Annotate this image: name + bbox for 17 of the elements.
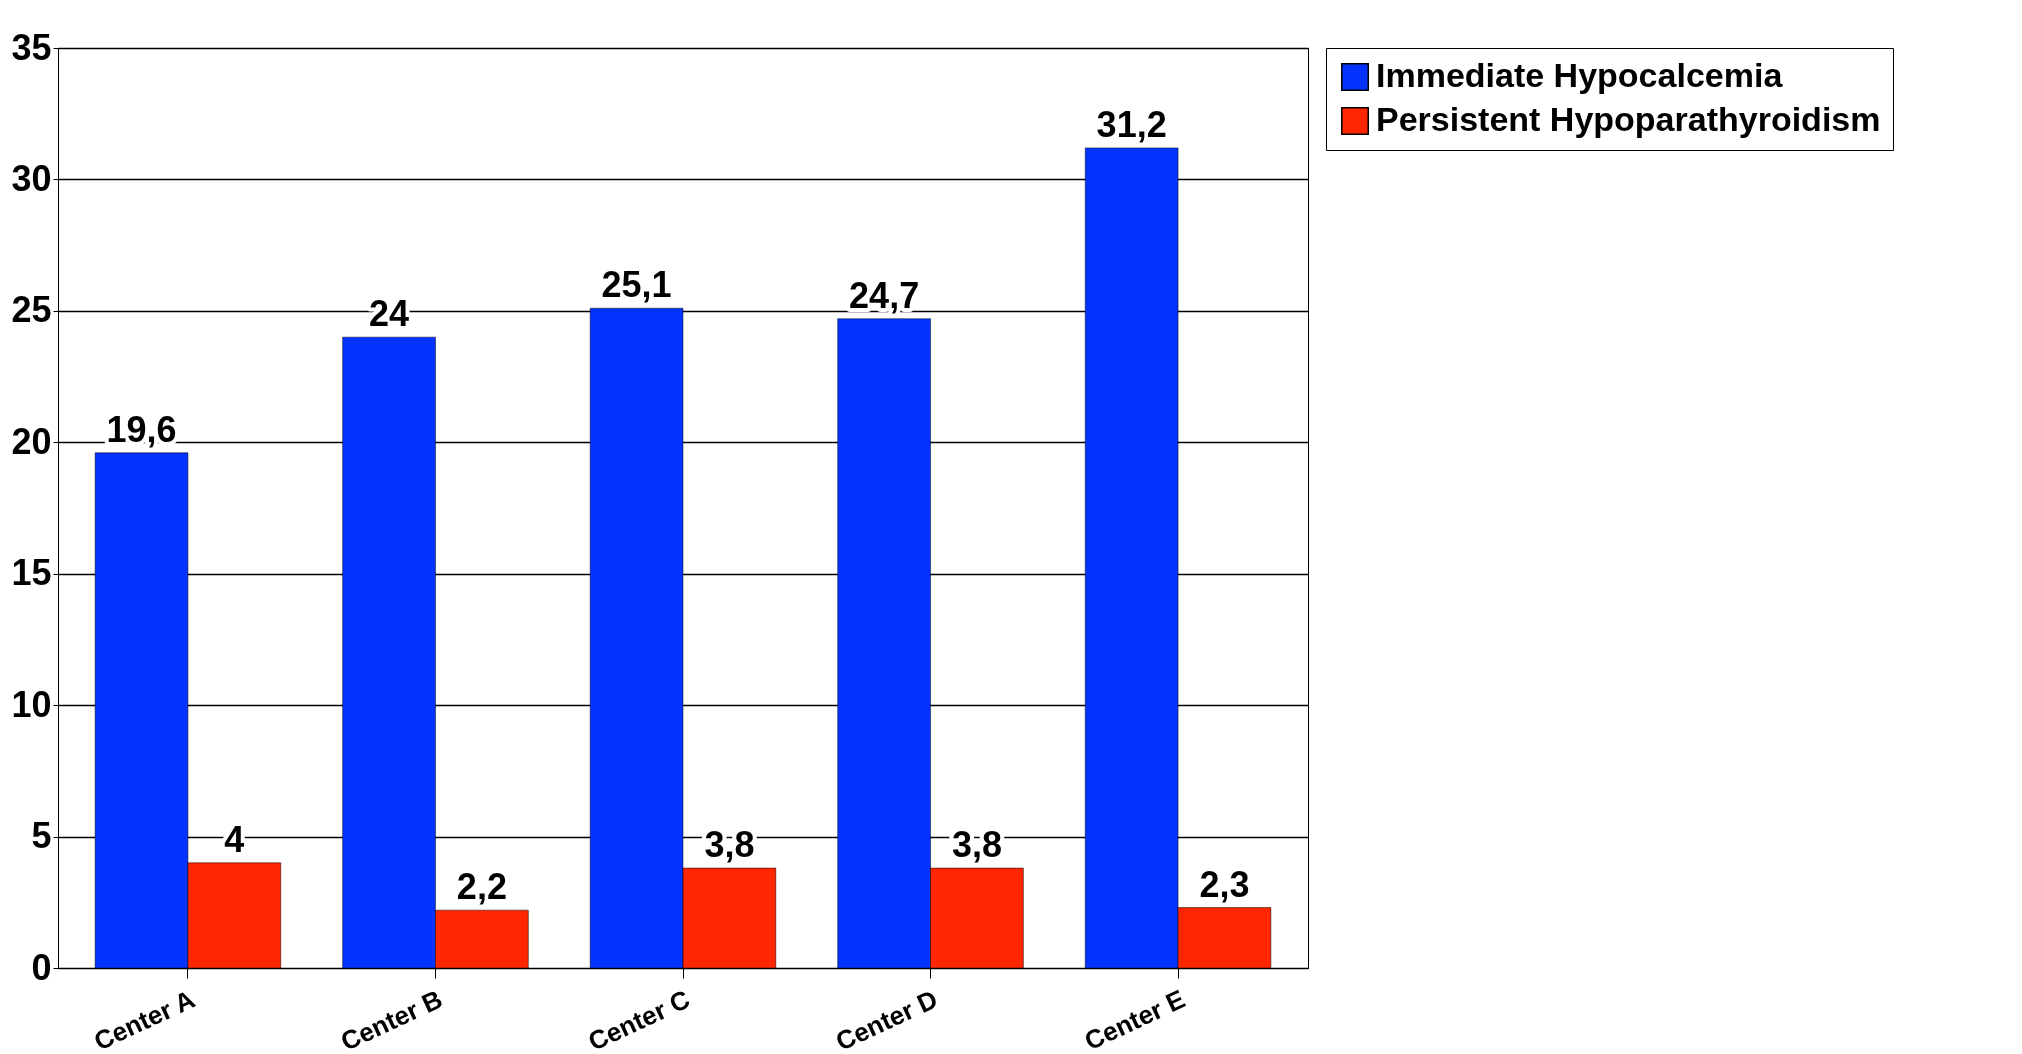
data-label: 2,3 <box>1199 863 1250 905</box>
data-label: 31,2 <box>1096 103 1167 145</box>
y-tick-label: 35 <box>11 26 52 68</box>
y-tick-label: 30 <box>11 157 52 199</box>
data-label: 24,7 <box>849 274 920 316</box>
data-label: 19,6 <box>106 408 177 450</box>
y-tick-label: 25 <box>11 289 52 331</box>
y-tick-label: 10 <box>11 683 52 725</box>
y-tick-label: 0 <box>31 946 52 988</box>
y-tick-label: 20 <box>11 420 52 462</box>
data-label: 25,1 <box>601 264 672 306</box>
x-tick-label: Center A <box>89 983 200 1054</box>
legend-label: Persistent Hypoparathyroidism <box>1376 100 1881 138</box>
data-label: 2,2 <box>456 866 507 908</box>
y-tick-label: 15 <box>11 552 52 594</box>
y-tick-label: 5 <box>31 815 52 857</box>
legend-label: Immediate Hypocalcemia <box>1376 56 1784 94</box>
